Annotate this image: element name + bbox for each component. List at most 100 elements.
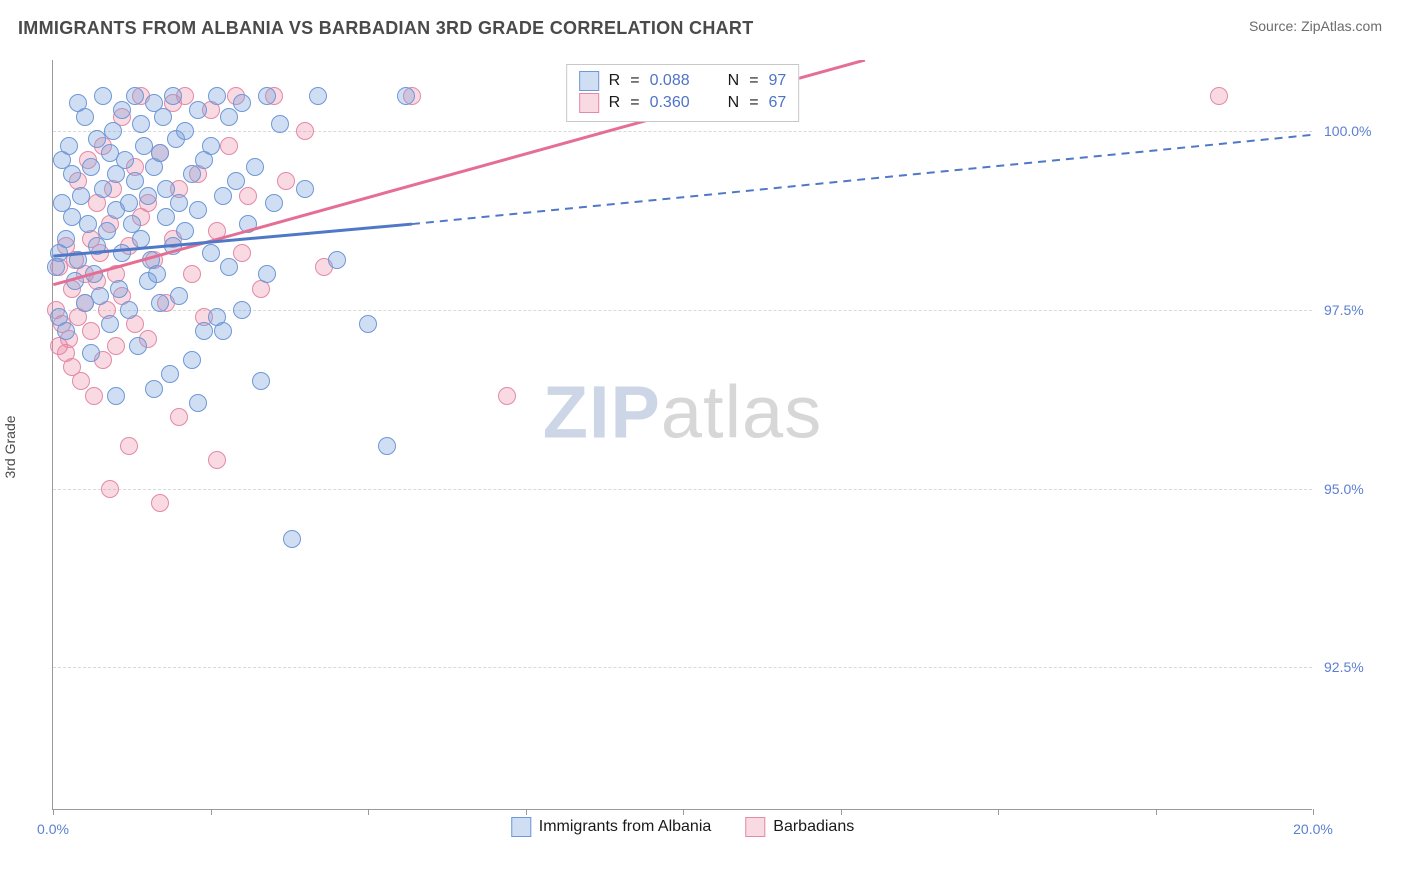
correlation-legend: R = 0.088 N = 97 R = 0.360 N = 67 — [566, 64, 800, 122]
scatter-point-albania — [252, 372, 270, 390]
scatter-point-albania — [154, 108, 172, 126]
n-label: N — [728, 94, 740, 112]
scatter-point-barbadian — [107, 337, 125, 355]
scatter-point-albania — [246, 158, 264, 176]
x-tick — [683, 809, 684, 815]
scatter-point-barbadian — [296, 122, 314, 140]
scatter-point-albania — [82, 158, 100, 176]
scatter-point-albania — [151, 294, 169, 312]
x-tick-label: 0.0% — [37, 821, 69, 837]
y-tick-label: 92.5% — [1324, 659, 1384, 675]
y-axis-label: 3rd Grade — [2, 415, 18, 478]
scatter-point-albania — [265, 194, 283, 212]
scatter-point-albania — [101, 315, 119, 333]
scatter-point-albania — [271, 115, 289, 133]
equals-sign: = — [749, 94, 758, 112]
scatter-point-albania — [85, 265, 103, 283]
scatter-point-barbadian — [85, 387, 103, 405]
gridline-horizontal — [53, 131, 1312, 132]
regression-lines — [53, 60, 1312, 809]
scatter-point-albania — [98, 222, 116, 240]
scatter-point-albania — [296, 180, 314, 198]
scatter-point-albania — [189, 394, 207, 412]
scatter-point-barbadian — [220, 137, 238, 155]
scatter-point-albania — [57, 230, 75, 248]
scatter-point-albania — [148, 265, 166, 283]
scatter-point-albania — [66, 272, 84, 290]
scatter-point-albania — [202, 137, 220, 155]
y-tick-label: 100.0% — [1324, 123, 1384, 139]
scatter-point-albania — [82, 344, 100, 362]
scatter-point-albania — [220, 108, 238, 126]
scatter-point-barbadian — [208, 451, 226, 469]
scatter-point-albania — [79, 215, 97, 233]
legend-row-albania: R = 0.088 N = 97 — [579, 71, 787, 91]
scatter-point-albania — [139, 187, 157, 205]
watermark: ZIPatlas — [543, 370, 822, 455]
r-label: R — [609, 94, 621, 112]
scatter-point-albania — [258, 87, 276, 105]
scatter-point-albania — [161, 365, 179, 383]
scatter-point-albania — [227, 172, 245, 190]
y-tick-label: 95.0% — [1324, 481, 1384, 497]
scatter-point-albania — [195, 322, 213, 340]
scatter-point-albania — [170, 194, 188, 212]
r-value-albania: 0.088 — [650, 72, 690, 90]
scatter-point-albania — [189, 201, 207, 219]
scatter-point-albania — [233, 301, 251, 319]
scatter-point-albania — [309, 87, 327, 105]
scatter-point-barbadian — [208, 222, 226, 240]
scatter-point-albania — [170, 287, 188, 305]
x-tick — [998, 809, 999, 815]
r-label: R — [609, 72, 621, 90]
scatter-point-barbadian — [1210, 87, 1228, 105]
scatter-point-barbadian — [82, 322, 100, 340]
scatter-point-albania — [176, 122, 194, 140]
scatter-point-albania — [189, 101, 207, 119]
equals-sign: = — [630, 94, 639, 112]
scatter-point-barbadian — [101, 480, 119, 498]
scatter-point-albania — [183, 165, 201, 183]
scatter-point-barbadian — [239, 187, 257, 205]
legend-item-albania: Immigrants from Albania — [511, 817, 712, 837]
scatter-point-albania — [132, 115, 150, 133]
scatter-point-albania — [164, 237, 182, 255]
scatter-point-albania — [113, 101, 131, 119]
x-tick — [526, 809, 527, 815]
scatter-point-albania — [69, 251, 87, 269]
scatter-point-albania — [378, 437, 396, 455]
chart-container: 3rd Grade ZIPatlas R = 0.088 N = 97 R = … — [18, 52, 1388, 842]
legend-row-barbadian: R = 0.360 N = 67 — [579, 93, 787, 113]
scatter-point-albania — [258, 265, 276, 283]
scatter-point-albania — [94, 180, 112, 198]
scatter-point-albania — [60, 137, 78, 155]
scatter-point-barbadian — [120, 437, 138, 455]
watermark-zip: ZIP — [543, 371, 661, 454]
scatter-point-albania — [328, 251, 346, 269]
scatter-point-albania — [57, 322, 75, 340]
chart-title: IMMIGRANTS FROM ALBANIA VS BARBADIAN 3RD… — [18, 18, 754, 39]
scatter-point-barbadian — [183, 265, 201, 283]
x-tick — [1313, 809, 1314, 815]
chart-header: IMMIGRANTS FROM ALBANIA VS BARBADIAN 3RD… — [0, 0, 1406, 47]
swatch-barbadian-icon — [745, 817, 765, 837]
scatter-point-barbadian — [277, 172, 295, 190]
swatch-barbadian-icon — [579, 93, 599, 113]
x-tick — [1156, 809, 1157, 815]
scatter-point-albania — [76, 108, 94, 126]
x-tick — [368, 809, 369, 815]
equals-sign: = — [630, 72, 639, 90]
scatter-point-barbadian — [151, 494, 169, 512]
x-tick — [841, 809, 842, 815]
scatter-point-albania — [63, 165, 81, 183]
scatter-point-albania — [91, 287, 109, 305]
n-value-albania: 97 — [769, 72, 787, 90]
source-attribution: Source: ZipAtlas.com — [1249, 18, 1382, 34]
scatter-point-barbadian — [233, 244, 251, 262]
scatter-point-albania — [107, 387, 125, 405]
x-tick-label: 20.0% — [1293, 821, 1333, 837]
scatter-point-albania — [397, 87, 415, 105]
n-label: N — [728, 72, 740, 90]
y-tick-label: 97.5% — [1324, 302, 1384, 318]
scatter-point-albania — [239, 215, 257, 233]
